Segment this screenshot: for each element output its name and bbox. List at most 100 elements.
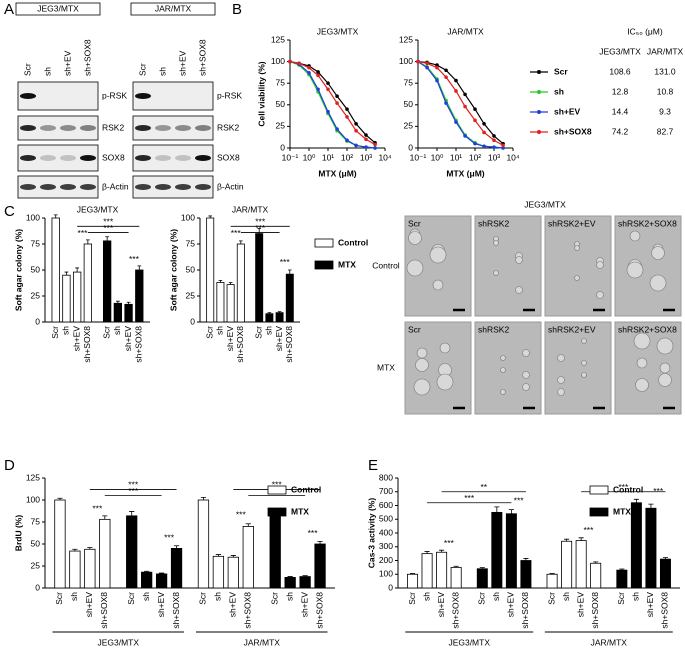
error-bar (239, 240, 243, 244)
data-point (444, 101, 448, 105)
y-tick-label: 100 (271, 56, 285, 66)
series-line (289, 61, 376, 149)
error-bar (409, 573, 416, 575)
micrograph (404, 321, 472, 415)
y-axis-label: Soft agar colony (%) (168, 229, 178, 311)
x-tick-label: 10³ (360, 152, 372, 162)
micrograph (544, 321, 612, 415)
band-label: β-Actin (102, 181, 129, 191)
data-point (473, 118, 477, 123)
x-axis-label: MTX (μM) (446, 168, 484, 178)
bar (113, 302, 123, 323)
blot-band (155, 184, 171, 190)
bar (141, 571, 153, 589)
blot-title: JEG3/MTX (37, 3, 79, 13)
x-tick-label: sh (421, 592, 431, 601)
significance-label: *** (129, 254, 140, 264)
x-tick-label: sh+EV (123, 326, 133, 352)
x-tick-label: 10¹ (322, 152, 334, 162)
colony (432, 279, 444, 291)
bar (491, 511, 503, 589)
significance-label: *** (128, 486, 139, 496)
row-label: Control (372, 260, 400, 270)
blot-title: JAR/MTX (155, 3, 192, 13)
lane-label: sh+SOX8 (82, 39, 92, 76)
data-point (326, 109, 330, 114)
colony (493, 240, 499, 246)
x-tick-label: sh+EV (71, 326, 81, 352)
y-tick-label: 200 (379, 555, 393, 565)
lane-label: Scr (137, 63, 147, 76)
colony (574, 245, 580, 251)
bar (99, 518, 111, 589)
y-tick-label: 500 (379, 514, 393, 524)
y-tick-label: 75 (404, 77, 414, 87)
x-tick-label: sh+SOX8 (243, 592, 253, 629)
x-tick-label: Scr (50, 326, 60, 339)
legend-swatch (589, 507, 609, 517)
error-bar (453, 565, 459, 568)
bar (284, 577, 296, 589)
bar (314, 543, 326, 589)
legend-label: Control (291, 484, 321, 494)
micrograph-label: Scr (408, 324, 421, 334)
x-tick-label: 10⁰ (431, 152, 444, 162)
data-point (454, 89, 458, 93)
band-label: SOX8 (102, 152, 125, 162)
x-tick-label: sh+EV (274, 326, 284, 352)
table-header: JEG3/MTX (599, 46, 641, 56)
y-tick-label: 75 (31, 238, 41, 248)
y-tick-label: 25 (404, 121, 414, 131)
micrograph-title: JEG3/MTX (524, 199, 566, 209)
data-point (463, 92, 467, 97)
blot-band (195, 155, 211, 161)
micrograph (474, 215, 542, 317)
colony (557, 388, 565, 396)
x-tick-label: sh (215, 326, 225, 335)
x-tick-label: 10¹ (450, 152, 462, 162)
bar (659, 558, 671, 589)
significance-label: ** (480, 482, 487, 492)
blot-band (60, 155, 76, 161)
bar (450, 566, 462, 589)
blot-band (40, 184, 56, 190)
bar (135, 269, 144, 323)
error-bar (85, 239, 90, 244)
y-tick-label: 800 (379, 472, 393, 482)
colony (581, 372, 587, 378)
error-bar (173, 545, 180, 549)
bar (265, 313, 274, 323)
y-axis-label: BrdU (%) (13, 515, 23, 552)
bar (476, 568, 488, 589)
data-point (425, 65, 429, 70)
bar (630, 502, 642, 589)
y-axis-label: Soft agar colony (%) (13, 229, 23, 311)
legend-label: sh+EV (554, 106, 581, 116)
colony (581, 360, 587, 366)
x-tick-label: sh+EV (299, 592, 309, 618)
colony (522, 349, 530, 357)
panel-label: E (368, 457, 378, 474)
error-bar (215, 554, 222, 557)
y-tick-label: 125 (26, 472, 40, 482)
error-bar (230, 555, 236, 558)
blot-band (80, 155, 96, 161)
lane-label: sh+SOX8 (197, 39, 207, 76)
x-tick-label: sh+SOX8 (171, 592, 181, 629)
error-bar (72, 548, 78, 552)
table-cell: 12.8 (612, 86, 629, 96)
lane-label: sh+EV (62, 50, 72, 76)
blot-band (40, 155, 56, 161)
x-tick-label: Scr (126, 592, 136, 605)
blot-band (135, 93, 151, 99)
bar (520, 560, 532, 589)
x-tick-label: sh+EV (645, 592, 655, 618)
data-point (482, 122, 486, 126)
x-axis-label: MTX (μM) (318, 168, 356, 178)
colony (651, 246, 665, 260)
micrograph-label: shRSK2+EV (548, 324, 596, 334)
x-tick-label: sh+SOX8 (99, 592, 109, 629)
panel-label: C (4, 203, 15, 220)
micrograph-label: Scr (408, 218, 421, 228)
legend-label: MTX (291, 506, 309, 516)
